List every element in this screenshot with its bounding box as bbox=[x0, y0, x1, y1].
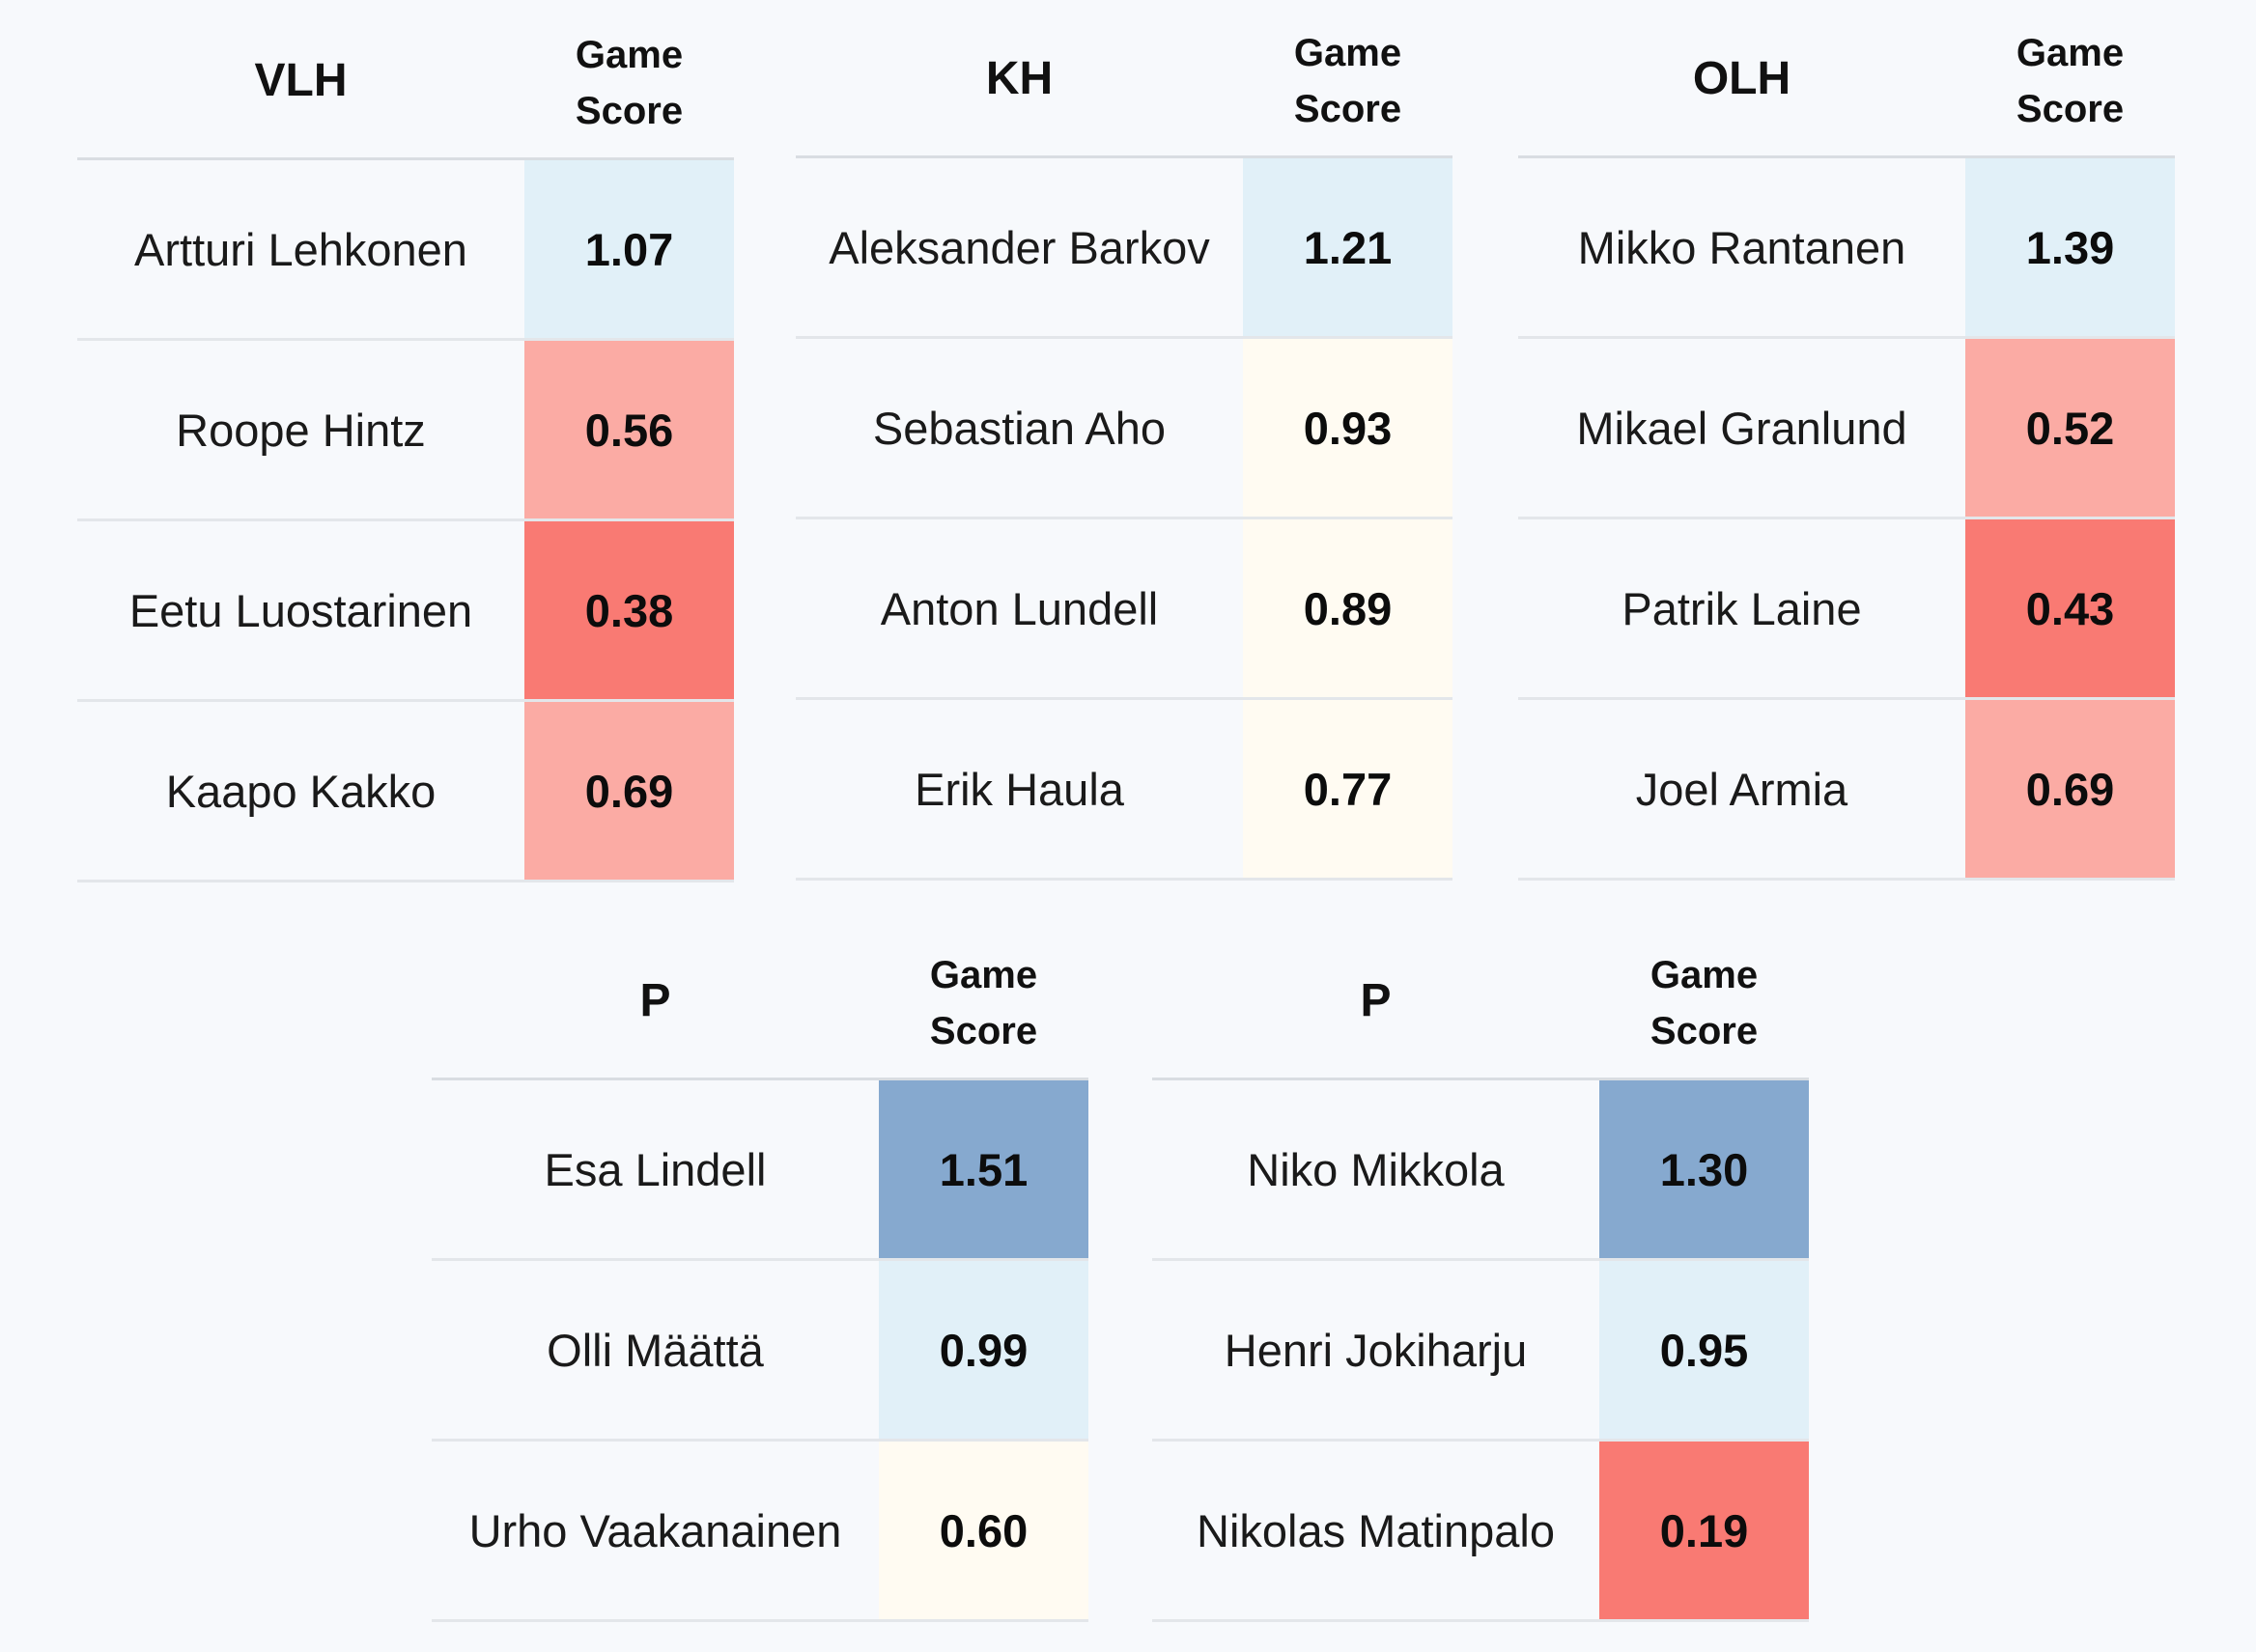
position-header: KH bbox=[796, 2, 1243, 158]
game-score-header-line1: Game bbox=[929, 953, 1038, 996]
player-name: Kaapo Kakko bbox=[77, 700, 524, 882]
table-row: Artturi Lehkonen 1.07 bbox=[77, 158, 734, 341]
table-row: Henri Jokiharju 0.95 bbox=[1152, 1259, 1809, 1442]
table-row: Niko Mikkola 1.30 bbox=[1152, 1078, 1809, 1261]
table-row: Olli Määttä 0.99 bbox=[432, 1259, 1088, 1442]
game-score-value: 0.95 bbox=[1599, 1259, 1809, 1442]
game-score-header-line1: Game bbox=[1293, 31, 1402, 74]
position-header: P bbox=[432, 924, 879, 1080]
table-p-left: P Game Score Esa Lindell 1.51 Olli Määtt… bbox=[432, 924, 1088, 1622]
game-score-value: 1.30 bbox=[1599, 1078, 1809, 1261]
game-score-header: Game Score bbox=[1243, 2, 1452, 158]
table-row: Aleksander Barkov 1.21 bbox=[796, 156, 1452, 339]
game-score-value: 0.93 bbox=[1243, 337, 1452, 519]
player-name: Aleksander Barkov bbox=[796, 156, 1243, 339]
game-score-value: 0.38 bbox=[524, 519, 734, 702]
game-score-value: 0.60 bbox=[879, 1440, 1088, 1622]
table-olh: OLH Game Score Mikko Rantanen 1.39 Mikae… bbox=[1518, 2, 2175, 881]
game-score-header-line2: Score bbox=[2016, 87, 2125, 130]
table-row: Esa Lindell 1.51 bbox=[432, 1078, 1088, 1261]
game-score-header: Game Score bbox=[1965, 2, 2175, 158]
game-score-value: 0.99 bbox=[879, 1259, 1088, 1442]
position-header: VLH bbox=[77, 4, 524, 160]
game-score-value: 0.69 bbox=[1965, 698, 2175, 881]
game-score-value: 0.69 bbox=[524, 700, 734, 882]
player-name: Nikolas Matinpalo bbox=[1152, 1440, 1599, 1622]
player-name: Artturi Lehkonen bbox=[77, 158, 524, 341]
header-row: KH Game Score bbox=[796, 2, 1452, 158]
game-score-value: 0.52 bbox=[1965, 337, 2175, 519]
player-name: Joel Armia bbox=[1518, 698, 1965, 881]
game-score-value: 1.21 bbox=[1243, 156, 1452, 339]
game-score-value: 1.07 bbox=[524, 158, 734, 341]
player-name: Mikael Granlund bbox=[1518, 337, 1965, 519]
table-row: Urho Vaakanainen 0.60 bbox=[432, 1440, 1088, 1622]
table-row: Patrik Laine 0.43 bbox=[1518, 518, 2175, 700]
game-score-header-line2: Score bbox=[575, 89, 684, 132]
game-score-header-line2: Score bbox=[1650, 1009, 1759, 1052]
game-score-value: 0.56 bbox=[524, 339, 734, 521]
table-vlh: VLH Game Score Artturi Lehkonen 1.07 Roo… bbox=[77, 4, 734, 882]
table-row: Eetu Luostarinen 0.38 bbox=[77, 519, 734, 702]
game-score-header: Game Score bbox=[879, 924, 1088, 1080]
player-name: Erik Haula bbox=[796, 698, 1243, 881]
table-row: Nikolas Matinpalo 0.19 bbox=[1152, 1440, 1809, 1622]
player-name: Anton Lundell bbox=[796, 518, 1243, 700]
header-row: OLH Game Score bbox=[1518, 2, 2175, 158]
game-score-value: 0.19 bbox=[1599, 1440, 1809, 1622]
game-score-header-line2: Score bbox=[1293, 87, 1402, 130]
header-row: VLH Game Score bbox=[77, 4, 734, 160]
table-kh: KH Game Score Aleksander Barkov 1.21 Seb… bbox=[796, 2, 1452, 881]
player-name: Eetu Luostarinen bbox=[77, 519, 524, 702]
player-name: Urho Vaakanainen bbox=[432, 1440, 879, 1622]
position-header: OLH bbox=[1518, 2, 1965, 158]
player-name: Patrik Laine bbox=[1518, 518, 1965, 700]
player-name: Roope Hintz bbox=[77, 339, 524, 521]
player-name: Henri Jokiharju bbox=[1152, 1259, 1599, 1442]
table-row: Roope Hintz 0.56 bbox=[77, 339, 734, 521]
game-score-value: 0.43 bbox=[1965, 518, 2175, 700]
table-row: Mikko Rantanen 1.39 bbox=[1518, 156, 2175, 339]
header-row: P Game Score bbox=[1152, 924, 1809, 1080]
game-score-header: Game Score bbox=[524, 4, 734, 160]
player-name: Olli Määttä bbox=[432, 1259, 879, 1442]
table-row: Mikael Granlund 0.52 bbox=[1518, 337, 2175, 519]
game-score-value: 1.51 bbox=[879, 1078, 1088, 1261]
table-row: Sebastian Aho 0.93 bbox=[796, 337, 1452, 519]
game-score-value: 0.89 bbox=[1243, 518, 1452, 700]
game-score-header-line2: Score bbox=[929, 1009, 1038, 1052]
player-name: Niko Mikkola bbox=[1152, 1078, 1599, 1261]
game-score-header: Game Score bbox=[1599, 924, 1809, 1080]
game-score-header-line1: Game bbox=[2016, 31, 2125, 74]
game-score-header-line1: Game bbox=[1650, 953, 1759, 996]
game-score-header-line1: Game bbox=[575, 33, 684, 76]
player-name: Mikko Rantanen bbox=[1518, 156, 1965, 339]
table-p-right: P Game Score Niko Mikkola 1.30 Henri Jok… bbox=[1152, 924, 1809, 1622]
table-row: Joel Armia 0.69 bbox=[1518, 698, 2175, 881]
table-row: Kaapo Kakko 0.69 bbox=[77, 700, 734, 882]
table-row: Anton Lundell 0.89 bbox=[796, 518, 1452, 700]
game-score-value: 1.39 bbox=[1965, 156, 2175, 339]
header-row: P Game Score bbox=[432, 924, 1088, 1080]
table-row: Erik Haula 0.77 bbox=[796, 698, 1452, 881]
game-score-value: 0.77 bbox=[1243, 698, 1452, 881]
player-name: Esa Lindell bbox=[432, 1078, 879, 1261]
player-name: Sebastian Aho bbox=[796, 337, 1243, 519]
position-header: P bbox=[1152, 924, 1599, 1080]
